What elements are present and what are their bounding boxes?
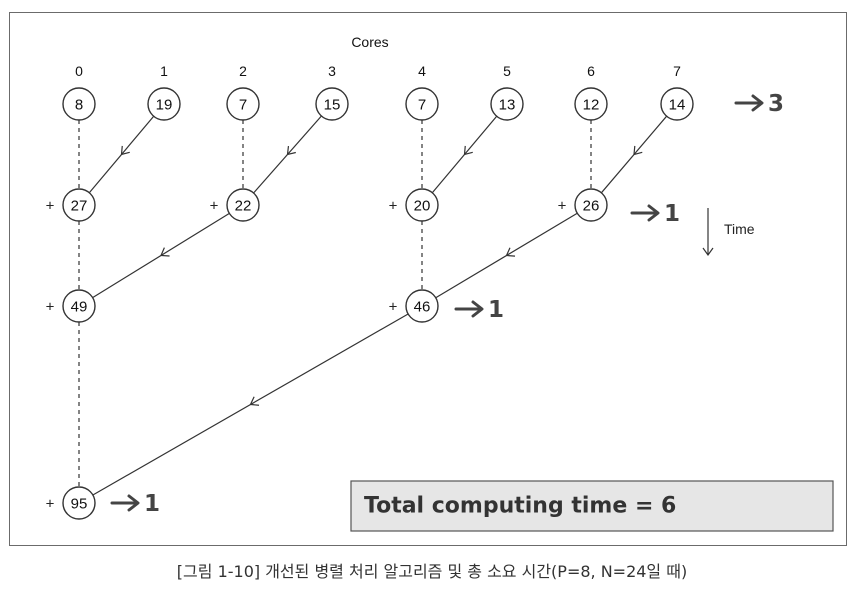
- node-l3-core0-value: 95: [71, 496, 88, 513]
- node-l2-core4-value: 46: [414, 299, 431, 316]
- right-arrow-head-icon: [471, 300, 484, 318]
- total-time-label: Total computing time = 6: [364, 494, 676, 519]
- send-arrow-l1-0-head-icon: [160, 247, 170, 257]
- node-l0-core7: 14: [660, 87, 694, 121]
- core-labels: 0 1 2 3 4 5 6 7: [75, 63, 681, 79]
- time-indicator: Time: [702, 208, 755, 257]
- send-arrow-l0-0-head-icon: [120, 145, 130, 156]
- node-l0-core1: 19: [147, 87, 181, 121]
- node-l1-core0-value: 27: [71, 198, 88, 215]
- core-label-5: 5: [503, 63, 511, 79]
- node-l1-core6: 26 +: [558, 188, 608, 222]
- node-l0-core0-value: 8: [75, 97, 83, 114]
- node-l0-core2-value: 7: [239, 97, 247, 114]
- node-l2-core4: 46 +: [389, 289, 439, 323]
- node-l0-core7-value: 14: [669, 97, 686, 114]
- core-label-2: 2: [239, 63, 247, 79]
- node-l0-core0: 8: [62, 87, 96, 121]
- node-l3-core0: 95 +: [46, 486, 96, 520]
- step-arrow-level1: 1: [630, 201, 680, 227]
- core-label-4: 4: [418, 63, 426, 79]
- step-count-level0: 3: [768, 91, 784, 117]
- node-l1-core0: 27 +: [46, 188, 96, 222]
- step-count-level2: 1: [488, 297, 504, 323]
- plus-sign: +: [389, 198, 398, 215]
- plus-sign: +: [46, 299, 55, 316]
- node-l0-core6-value: 12: [583, 97, 600, 114]
- send-arrow-l1-1-head-icon: [505, 247, 516, 257]
- total-time-box: Total computing time = 6: [350, 480, 834, 532]
- core-label-1: 1: [160, 63, 168, 79]
- plus-sign: +: [46, 496, 55, 513]
- step-count-level3: 1: [144, 491, 160, 517]
- send-arrow-l2-0-head-icon: [249, 396, 260, 406]
- node-l1-core4: 20 +: [389, 188, 439, 222]
- edges: [78, 115, 668, 496]
- core-label-6: 6: [587, 63, 595, 79]
- nodes: 8 19 7 15 7 13 12 14 27 + 22 + 20 + 26 +49 + 46 +95 +: [46, 87, 694, 520]
- node-l2-core0: 49 +: [46, 289, 96, 323]
- node-l0-core5: 13: [490, 87, 524, 121]
- node-l0-core2: 7: [226, 87, 260, 121]
- step-arrow-level2: 1: [454, 297, 504, 323]
- right-arrow-head-icon: [751, 94, 764, 112]
- down-arrow-head-icon: [702, 247, 714, 257]
- plus-sign: +: [210, 198, 219, 215]
- time-label: Time: [724, 221, 755, 237]
- right-arrow-head-icon: [647, 204, 660, 222]
- core-label-0: 0: [75, 63, 83, 79]
- step-arrow-level0: 3: [734, 91, 784, 117]
- node-l0-core4-value: 7: [418, 97, 426, 114]
- plus-sign: +: [46, 198, 55, 215]
- node-l1-core2: 22 +: [210, 188, 260, 222]
- step-arrow-level3: 1: [110, 491, 160, 517]
- node-l1-core6-value: 26: [583, 198, 600, 215]
- plus-sign: +: [389, 299, 398, 316]
- node-l1-core4-value: 20: [414, 198, 431, 215]
- node-l0-core3-value: 15: [324, 97, 341, 114]
- send-arrow-l0-1-head-icon: [286, 145, 296, 156]
- core-label-7: 7: [673, 63, 681, 79]
- send-arrow-l0-3-head-icon: [633, 145, 643, 156]
- step-count-level1: 1: [664, 201, 680, 227]
- cores-title: Cores: [351, 34, 388, 50]
- node-l0-core5-value: 13: [499, 97, 516, 114]
- core-label-3: 3: [328, 63, 336, 79]
- node-l0-core4: 7: [405, 87, 439, 121]
- figure-caption: [그림 1-10] 개선된 병렬 처리 알고리즘 및 총 소요 시간(P=8, …: [176, 562, 688, 581]
- node-l1-core2-value: 22: [235, 198, 252, 215]
- node-l0-core1-value: 19: [156, 97, 173, 114]
- send-arrow-l0-2-head-icon: [463, 145, 473, 156]
- node-l0-core3: 15: [315, 87, 349, 121]
- right-arrow-head-icon: [127, 494, 140, 512]
- node-l2-core0-value: 49: [71, 299, 88, 316]
- node-l0-core6: 12: [574, 87, 608, 121]
- plus-sign: +: [558, 198, 567, 215]
